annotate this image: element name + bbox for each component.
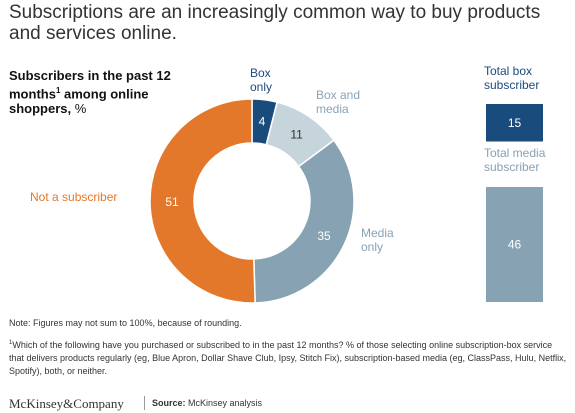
donut-slice-label: Media [361,226,394,240]
chart-subtitle: Subscribers in the past 12 months1 among… [9,68,179,116]
rounding-note: Note: Figures may not sum to 100%, becau… [9,318,242,328]
bar-value: 15 [508,116,522,130]
donut-slice-value: 51 [165,195,179,209]
bar-label: Total box [484,64,532,78]
donut-slice-value: 35 [317,229,331,243]
source-line: Source: McKinsey analysis [152,398,262,408]
subtitle-unit: % [71,101,87,117]
source-label: Source: [152,398,186,408]
donut-slice-value: 11 [290,128,303,142]
bar [486,187,543,302]
donut-slice-label: Not a subscriber [30,190,117,204]
donut-slice-label: Box [250,66,271,80]
donut-slice-label: only [250,80,272,94]
footnote: 1Which of the following have you purchas… [9,337,569,378]
donut-slice [149,98,256,304]
brand-logo: McKinsey&Company [9,396,124,411]
donut-slice-value: 4 [259,115,266,129]
subtitle-rest: among online shoppers, [9,86,149,117]
subtitle-main: Subscribers in the past 12 months [9,68,171,102]
donut-slice-label: Box and [316,88,360,102]
footnote-text: Which of the following have you purchase… [9,340,567,376]
footnote-marker: 1 [9,340,13,346]
subtitle-footnote-marker: 1 [55,86,61,95]
chart-title: Subscriptions are an increasingly common… [9,2,541,44]
bar-label: subscriber [484,78,539,92]
source-text: McKinsey analysis [185,398,263,408]
bar-label: subscriber [484,160,539,174]
donut-slice-label: media [316,102,349,116]
bar-value: 46 [508,238,522,252]
bar [486,104,543,142]
bar-label: Total media [484,146,546,160]
donut-slice [253,139,355,304]
footer-divider [144,396,145,410]
donut-slice-label: only [361,240,383,254]
